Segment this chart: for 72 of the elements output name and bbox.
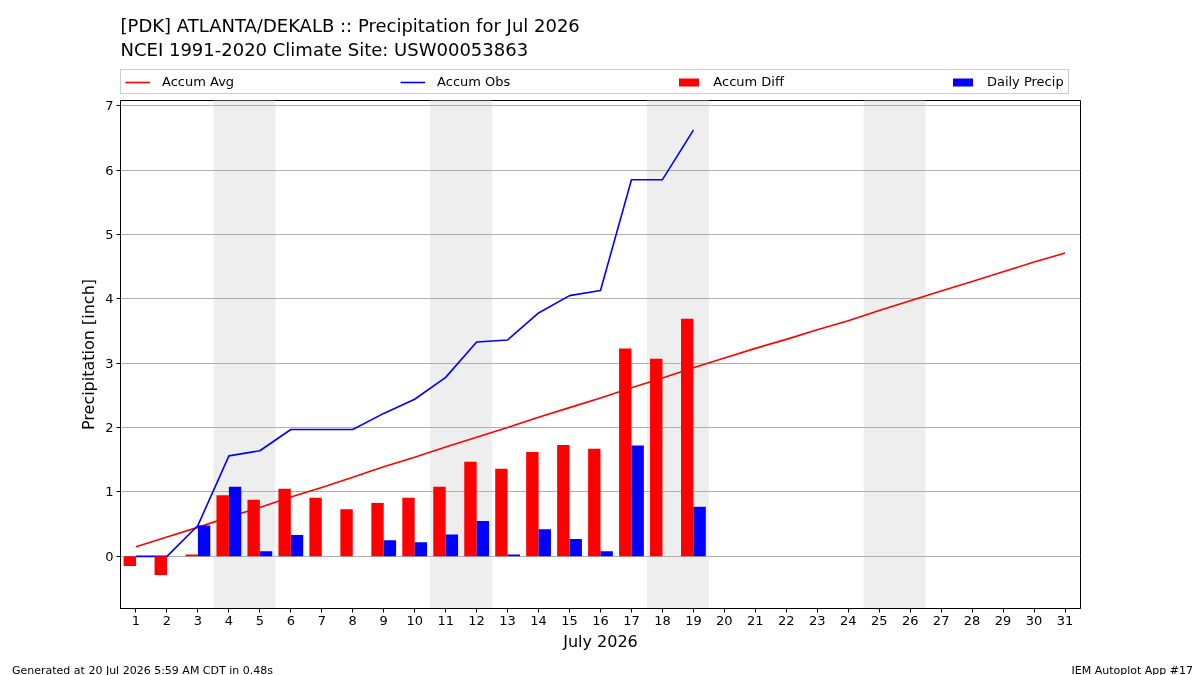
x-tick-label: 24 xyxy=(839,612,857,628)
x-tick-label: 29 xyxy=(994,612,1012,628)
x-tick-label: 9 xyxy=(379,612,388,628)
x-tick-label: 27 xyxy=(932,612,950,628)
bar xyxy=(445,534,459,557)
x-tick-label: 20 xyxy=(716,612,733,628)
x-tick-label: 5 xyxy=(255,612,264,628)
bar xyxy=(123,556,136,567)
x-tick-label: 17 xyxy=(623,612,640,628)
x-tick-label: 8 xyxy=(348,612,357,628)
chart-subtitle: NCEI 1991-2020 Climate Site: USW00053863 xyxy=(120,38,529,60)
bar xyxy=(693,506,706,557)
bar xyxy=(402,497,415,557)
bar xyxy=(340,509,353,557)
bar xyxy=(414,542,428,557)
x-tick-label: 11 xyxy=(437,612,454,628)
x-tick-label: 10 xyxy=(406,612,423,628)
x-tick-label: 14 xyxy=(530,612,547,628)
x-tick-label: 15 xyxy=(561,612,578,628)
x-tick-label: 23 xyxy=(809,612,826,628)
x-tick-label: 6 xyxy=(286,612,295,628)
x-tick-label: 26 xyxy=(901,612,919,628)
bar xyxy=(495,468,508,557)
x-tick-label: 1 xyxy=(131,612,141,628)
x-tick-label: 16 xyxy=(592,612,609,628)
y-tick-label: 0 xyxy=(105,548,114,564)
bar xyxy=(557,444,570,557)
x-tick-label: 28 xyxy=(963,612,981,628)
x-tick-label: 19 xyxy=(685,612,702,628)
bar xyxy=(228,486,242,557)
x-tick-label: 13 xyxy=(499,612,516,628)
bar xyxy=(154,556,167,576)
bar xyxy=(569,538,582,557)
bar xyxy=(538,529,551,557)
bar xyxy=(464,461,477,557)
y-tick-label: 4 xyxy=(105,291,114,307)
x-tick-label: 30 xyxy=(1025,612,1043,628)
y-tick-label: 1 xyxy=(105,484,114,500)
bar xyxy=(433,486,446,557)
bar xyxy=(371,502,384,557)
y-tick-label: 5 xyxy=(105,226,114,242)
legend-label: Accum Avg xyxy=(162,74,235,89)
bar xyxy=(526,452,539,557)
bar xyxy=(309,497,322,557)
x-tick-label: 22 xyxy=(778,612,795,628)
bar xyxy=(476,520,490,557)
x-tick-label: 3 xyxy=(193,612,203,628)
x-tick-label: 25 xyxy=(870,612,888,628)
x-tick-label: 2 xyxy=(162,612,172,628)
x-axis-title: July 2026 xyxy=(562,631,638,651)
bar xyxy=(383,540,397,557)
legend-label: Accum Obs xyxy=(437,74,511,89)
chart-title: [PDK] ATLANTA/DEKALB :: Precipitation for Jul 2026 xyxy=(120,14,580,36)
line-series xyxy=(135,129,695,558)
legend-label: Daily Precip xyxy=(986,74,1064,89)
bar xyxy=(290,535,304,557)
x-tick-label: 7 xyxy=(317,612,326,628)
bar xyxy=(259,551,273,557)
legend-label: Accum Diff xyxy=(713,74,784,89)
y-tick-label: 2 xyxy=(105,420,114,436)
x-tick-label: 21 xyxy=(747,612,764,628)
bar xyxy=(588,448,601,557)
y-tick-label: 3 xyxy=(105,355,114,371)
y-tick-label: 6 xyxy=(105,162,114,178)
x-tick-label: 4 xyxy=(224,612,234,628)
bar xyxy=(631,445,644,557)
y-axis-title: Precipitation [inch] xyxy=(79,278,99,431)
x-tick-label: 12 xyxy=(468,612,485,628)
x-tick-label: 31 xyxy=(1056,612,1074,628)
bar xyxy=(600,551,613,557)
y-tick-label: 7 xyxy=(105,98,114,114)
x-tick-label: 18 xyxy=(654,612,671,628)
